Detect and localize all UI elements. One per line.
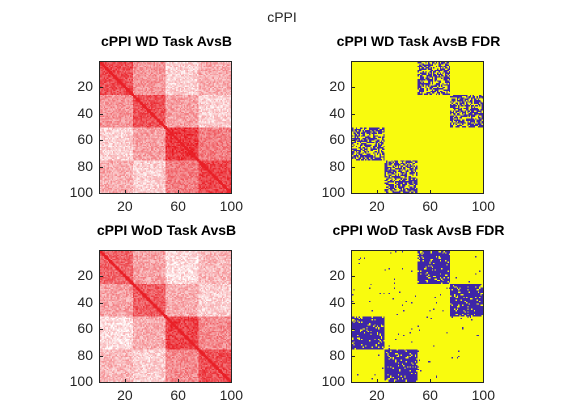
- y-tick-mark: [352, 382, 355, 384]
- y-tick-mark: [100, 113, 103, 115]
- x-tick-mark: [430, 190, 432, 193]
- x-tick-label: 60: [422, 387, 438, 403]
- x-tick-label: 20: [117, 198, 133, 214]
- x-tick-mark: [178, 190, 180, 193]
- y-tick-mark: [100, 140, 103, 142]
- x-tick-label: 20: [369, 387, 385, 403]
- y-tick-label: 100: [321, 184, 345, 201]
- x-tick-label: 100: [471, 387, 495, 403]
- y-tick-label: 80: [77, 157, 93, 174]
- panel-title: cPPI WoD Task AvsB: [96, 222, 237, 238]
- panel-title: cPPI WoD Task AvsB FDR: [332, 222, 505, 238]
- y-tick-mark: [352, 86, 355, 88]
- y-tick-label: 100: [69, 373, 93, 390]
- y-tick-mark: [100, 355, 103, 357]
- y-tick-mark: [352, 355, 355, 357]
- x-tick-mark: [231, 379, 233, 382]
- panel-title: cPPI WD Task AvsB FDR: [336, 33, 501, 49]
- y-tick-mark: [352, 113, 355, 115]
- heatmap-image: [100, 62, 231, 193]
- x-tick-mark: [376, 190, 378, 193]
- heatmap-image: [352, 251, 483, 382]
- y-tick-label: 80: [329, 157, 345, 174]
- y-tick-label: 80: [329, 346, 345, 363]
- heatmap-axes: [99, 61, 232, 194]
- heatmap-image: [352, 62, 483, 193]
- x-tick-label: 60: [170, 387, 186, 403]
- y-tick-label: 20: [329, 266, 345, 283]
- x-tick-label: 100: [471, 198, 495, 214]
- y-tick-mark: [352, 166, 355, 168]
- x-tick-mark: [483, 190, 485, 193]
- x-tick-label: 60: [170, 198, 186, 214]
- y-tick-label: 40: [77, 293, 93, 310]
- y-tick-label: 100: [69, 184, 93, 201]
- y-tick-label: 40: [77, 104, 93, 121]
- heatmap-axes: [351, 250, 484, 383]
- y-tick-mark: [100, 166, 103, 168]
- y-tick-label: 60: [329, 320, 345, 337]
- y-tick-mark: [100, 302, 103, 304]
- y-tick-mark: [100, 86, 103, 88]
- heatmap-axes: [351, 61, 484, 194]
- y-tick-mark: [100, 275, 103, 277]
- x-tick-label: 100: [219, 387, 243, 403]
- x-tick-label: 20: [117, 387, 133, 403]
- x-tick-mark: [231, 190, 233, 193]
- x-tick-mark: [430, 379, 432, 382]
- x-tick-mark: [376, 379, 378, 382]
- y-tick-label: 20: [77, 77, 93, 94]
- y-tick-mark: [352, 140, 355, 142]
- y-tick-label: 40: [329, 104, 345, 121]
- y-tick-label: 40: [329, 293, 345, 310]
- y-tick-mark: [100, 382, 103, 384]
- y-tick-label: 100: [321, 373, 345, 390]
- y-tick-label: 60: [77, 131, 93, 148]
- y-tick-label: 20: [77, 266, 93, 283]
- x-tick-mark: [124, 379, 126, 382]
- y-tick-mark: [352, 302, 355, 304]
- y-tick-label: 60: [329, 131, 345, 148]
- y-tick-mark: [100, 329, 103, 331]
- panel-title: cPPI WD Task AvsB: [101, 33, 232, 49]
- y-tick-mark: [352, 193, 355, 195]
- x-tick-label: 100: [219, 198, 243, 214]
- x-tick-label: 20: [369, 198, 385, 214]
- y-tick-mark: [352, 329, 355, 331]
- y-tick-mark: [352, 275, 355, 277]
- y-tick-label: 60: [77, 320, 93, 337]
- heatmap-axes: [99, 250, 232, 383]
- y-tick-mark: [100, 193, 103, 195]
- x-tick-mark: [483, 379, 485, 382]
- x-tick-mark: [178, 379, 180, 382]
- x-tick-mark: [124, 190, 126, 193]
- heatmap-image: [100, 251, 231, 382]
- y-tick-label: 20: [329, 77, 345, 94]
- x-tick-label: 60: [422, 198, 438, 214]
- figure-title: cPPI: [267, 9, 297, 25]
- y-tick-label: 80: [77, 346, 93, 363]
